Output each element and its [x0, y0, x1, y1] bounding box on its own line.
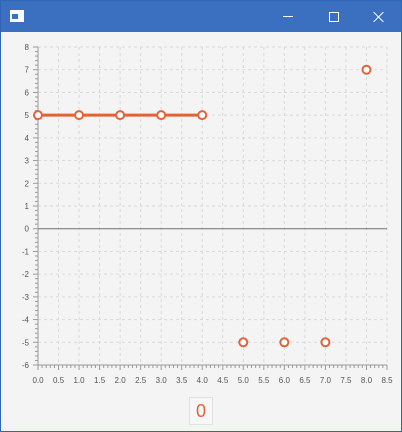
- data-point: [74, 110, 85, 121]
- x-tick-label: 7.0: [320, 376, 332, 385]
- data-point: [279, 337, 290, 348]
- y-tick-label: 0: [25, 225, 30, 234]
- chart-axes: 8 7 6 5 4 3 2 1 0 -1 -2 -3 -4 -5 -60.0 0.5 1.0 1.5 2.0 2.5 3…: [22, 43, 393, 385]
- minimize-icon: [283, 16, 293, 17]
- y-tick-label: -6: [22, 361, 30, 370]
- y-tick-label: 3: [25, 157, 30, 166]
- x-tick-label: 4.5: [217, 376, 229, 385]
- y-tick-label: -3: [22, 293, 30, 302]
- close-icon: [373, 11, 385, 23]
- y-tick-label: -5: [22, 338, 30, 347]
- close-button[interactable]: [356, 1, 402, 32]
- data-point: [197, 110, 208, 121]
- x-tick-label: 8.5: [381, 376, 393, 385]
- y-tick-label: -4: [22, 316, 30, 325]
- maximize-button[interactable]: [311, 1, 357, 32]
- x-tick-label: 1.0: [73, 376, 85, 385]
- value-label: 0: [189, 397, 213, 425]
- y-tick-label: 7: [25, 66, 30, 75]
- data-point: [156, 110, 167, 121]
- y-tick-label: 6: [25, 88, 30, 97]
- x-tick-label: 6.5: [299, 376, 311, 385]
- x-tick-label: 3.0: [156, 376, 168, 385]
- minimize-button[interactable]: [265, 1, 311, 32]
- x-tick-label: 6.0: [279, 376, 291, 385]
- x-tick-label: 4.0: [197, 376, 209, 385]
- data-point: [361, 64, 372, 75]
- y-tick-label: -2: [22, 270, 30, 279]
- y-tick-label: -1: [22, 247, 30, 256]
- data-point: [115, 110, 126, 121]
- y-tick-label: 2: [25, 179, 30, 188]
- x-tick-label: 8.0: [361, 376, 373, 385]
- x-tick-label: 3.5: [176, 376, 188, 385]
- x-tick-label: 5.5: [258, 376, 270, 385]
- x-tick-label: 2.0: [115, 376, 127, 385]
- x-tick-label: 0.0: [32, 376, 44, 385]
- y-tick-label: 8: [25, 43, 30, 52]
- y-tick-label: 4: [25, 134, 30, 143]
- x-tick-label: 2.5: [135, 376, 147, 385]
- x-tick-label: 0.5: [53, 376, 65, 385]
- data-point: [33, 110, 43, 121]
- y-tick-label: 1: [25, 202, 30, 211]
- y-tick-label: 5: [25, 111, 30, 120]
- x-tick-label: 1.5: [94, 376, 106, 385]
- line-chart: 8 7 6 5 4 3 2 1 0 -1 -2 -3 -4 -5 -60.0 0.5 1.0 1.5 2.0 2.5 3…: [22, 43, 393, 385]
- data-point: [238, 337, 249, 348]
- maximize-icon: [329, 11, 339, 22]
- chart-grid: [37, 46, 388, 366]
- x-tick-label: 7.5: [340, 376, 352, 385]
- window-icon: [10, 10, 24, 22]
- data-point: [320, 337, 331, 348]
- chart-series: [33, 64, 372, 348]
- x-tick-label: 5.0: [238, 376, 250, 385]
- title-bar[interactable]: [1, 1, 401, 32]
